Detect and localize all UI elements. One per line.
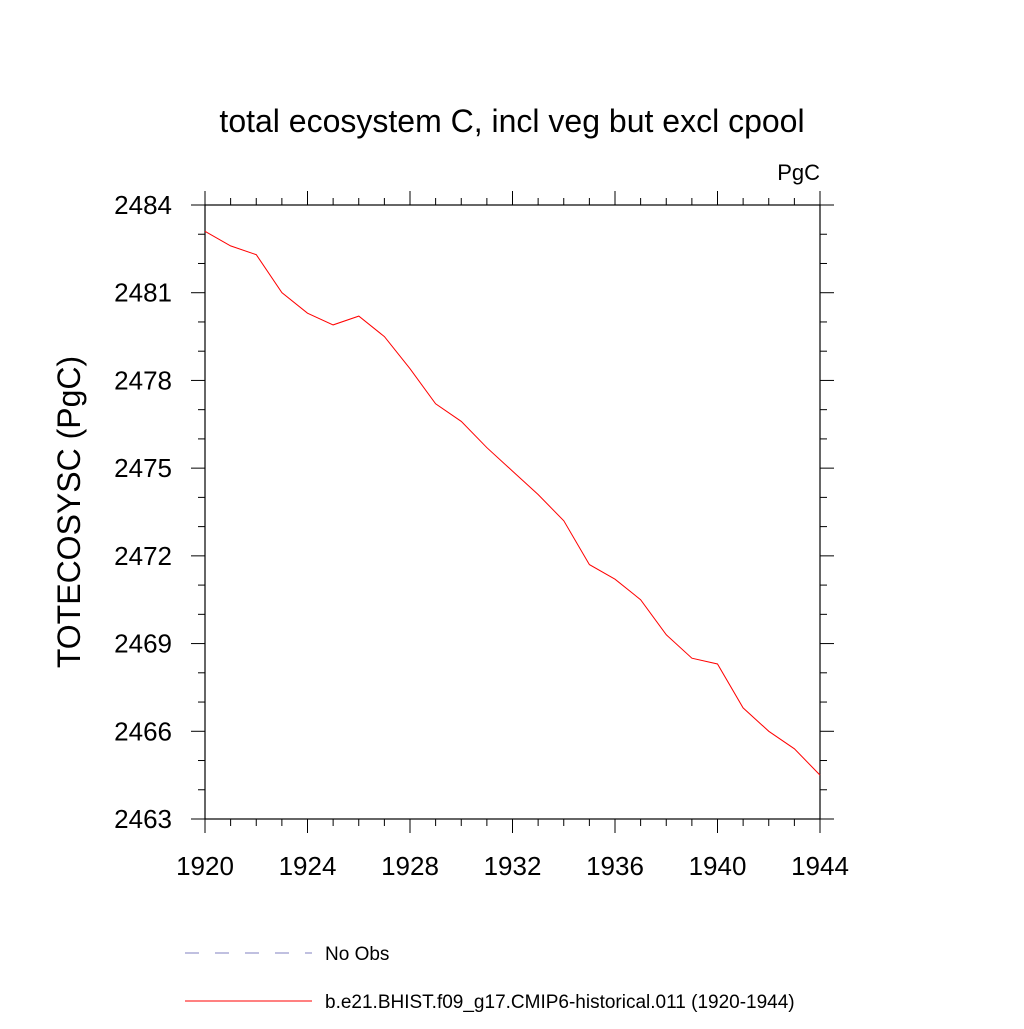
y-tick-label: 2478	[114, 365, 172, 395]
legend: No Obs b.e21.BHIST.f09_g17.CMIP6-histori…	[185, 944, 795, 1013]
y-tick-label: 2463	[114, 804, 172, 834]
x-tick-label: 1936	[586, 851, 644, 881]
y-tick-label: 2484	[114, 190, 172, 220]
legend-label-no-obs: No Obs	[325, 944, 389, 965]
x-tick-label: 1924	[279, 851, 337, 881]
y-tick-label: 2469	[114, 629, 172, 659]
y-tick-label: 2472	[114, 541, 172, 571]
x-tick-label: 1928	[381, 851, 439, 881]
y-axis-label: TOTECOSYSC (PgC)	[51, 356, 87, 668]
plot-frame	[204, 204, 821, 820]
series-layer	[204, 230, 821, 776]
units-label: PgC	[777, 160, 820, 185]
x-tick-label: 1920	[176, 851, 234, 881]
legend-label-historical: b.e21.BHIST.f09_g17.CMIP6-historical.011…	[325, 992, 795, 1013]
x-tick-label: 1932	[484, 851, 542, 881]
x-tick-label: 1944	[791, 851, 849, 881]
y-tick-label: 2481	[114, 278, 172, 308]
y-tick-label: 2466	[114, 716, 172, 746]
series-line	[204, 230, 821, 776]
y-tick-label: 2475	[114, 453, 172, 483]
ticks-layer: 1920 1924 1928 1932 1936 1940 1944 2463 2466 2469…	[114, 190, 849, 881]
chart-title: total ecosystem C, incl veg but excl cpo…	[219, 103, 804, 139]
x-tick-label: 1940	[689, 851, 747, 881]
